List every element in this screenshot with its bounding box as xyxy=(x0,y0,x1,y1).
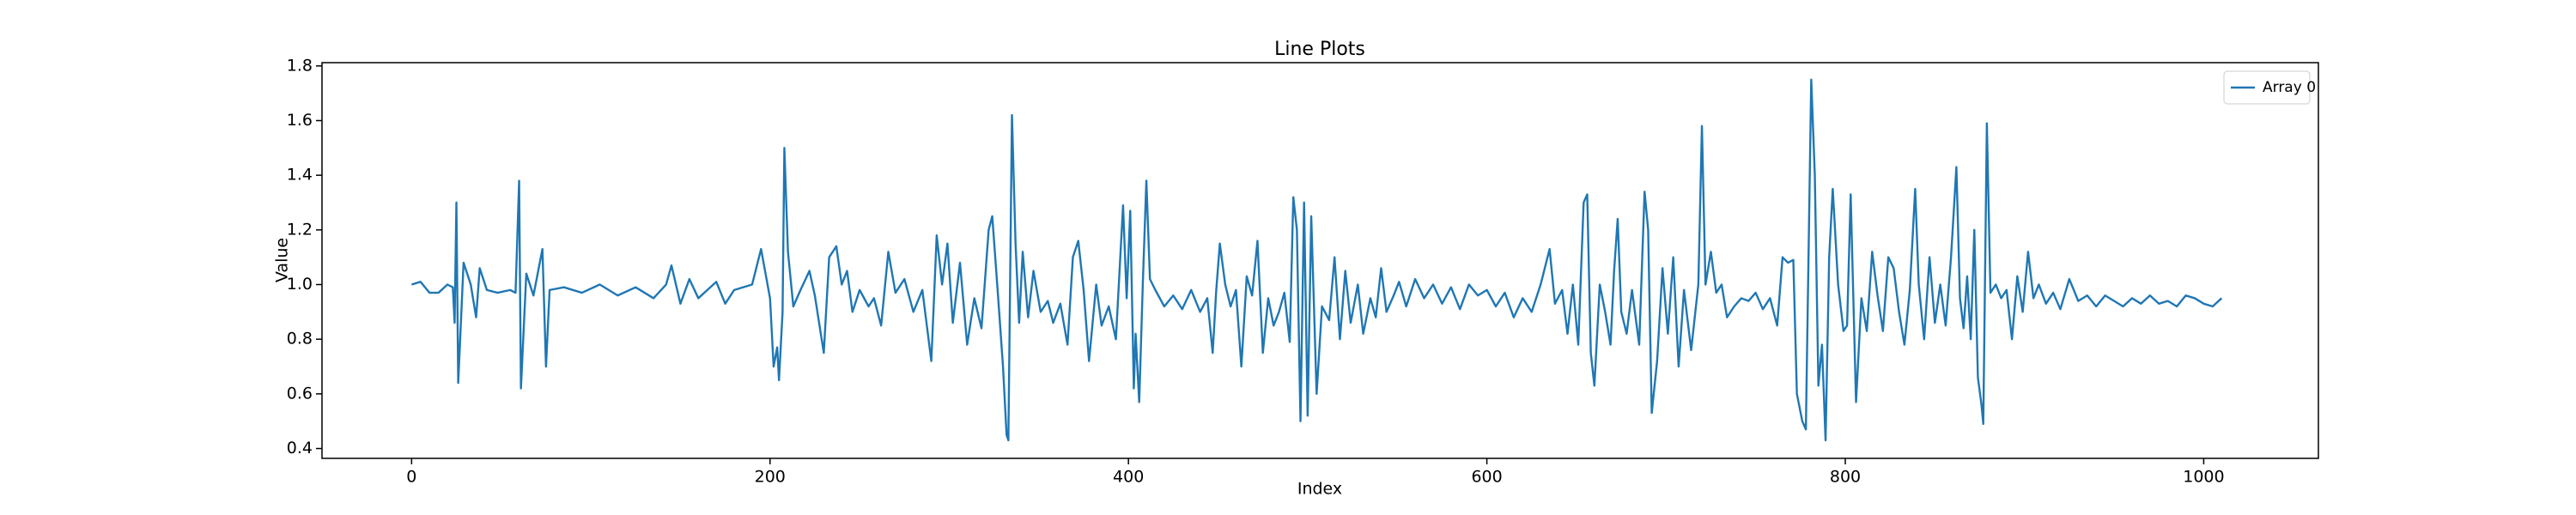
x-tick-label: 200 xyxy=(755,468,786,487)
x-tick-label: 0 xyxy=(406,468,416,487)
y-tick-label: 1.2 xyxy=(287,220,313,239)
y-tick-label: 1.4 xyxy=(287,166,313,185)
x-tick-label: 400 xyxy=(1113,468,1144,487)
legend-label: Array 0 xyxy=(2263,79,2316,96)
x-axis-label: Index xyxy=(1297,480,1342,499)
y-tick-label: 1.6 xyxy=(287,111,313,130)
x-tick-label: 1000 xyxy=(2183,468,2224,487)
y-tick-label: 1.8 xyxy=(287,56,313,75)
y-tick-label: 0.4 xyxy=(287,439,313,457)
x-tick-label: 600 xyxy=(1471,468,1502,487)
x-tick-label: 800 xyxy=(1830,468,1861,487)
y-tick-label: 0.6 xyxy=(287,384,313,403)
plot-frame xyxy=(321,62,2319,459)
y-tick-label: 1.0 xyxy=(287,275,313,294)
y-tick-label: 0.8 xyxy=(287,330,313,348)
data-line xyxy=(410,78,2223,442)
y-axis-label: Value xyxy=(273,238,292,282)
legend-box xyxy=(2223,70,2311,105)
chart-title: Line Plots xyxy=(1274,39,1365,60)
